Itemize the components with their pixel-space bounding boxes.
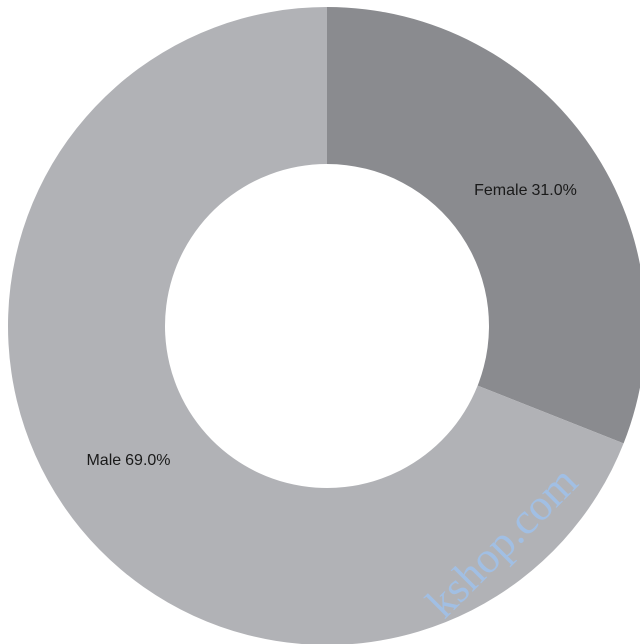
category-label: Male (86, 452, 121, 469)
slice-label: Female 31.0% (474, 182, 577, 199)
slice (8, 7, 624, 644)
slices (8, 7, 640, 644)
labels: Female 31.0% Male 69.0% (86, 182, 576, 469)
slice-label: Male 69.0% (86, 452, 170, 469)
value-label: 31.0% (531, 182, 576, 199)
value-label: 69.0% (125, 452, 170, 469)
category-label: Female (474, 182, 527, 199)
slice (327, 7, 640, 444)
